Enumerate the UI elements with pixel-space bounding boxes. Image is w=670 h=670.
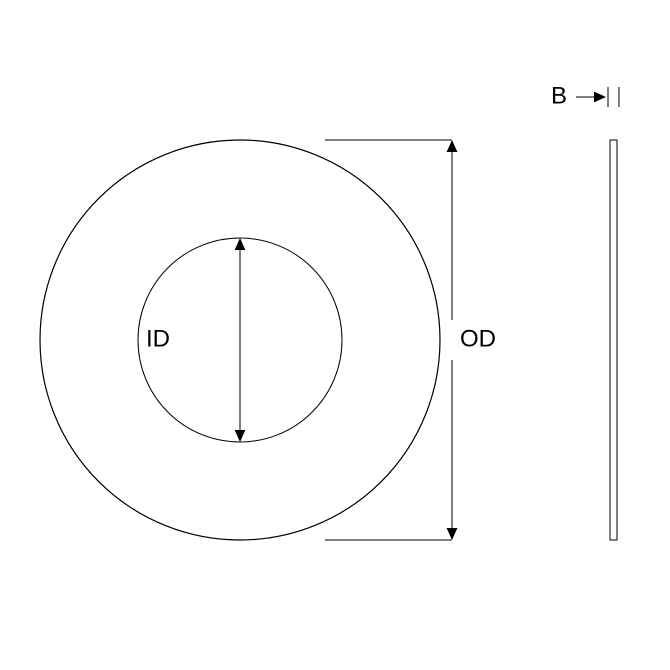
dimension-od: OD [325,140,496,540]
side-profile [610,140,617,540]
id-dimension-line [235,238,246,442]
od-dimension-line [447,140,458,540]
b-leader-arrow [576,92,606,103]
od-label: OD [460,325,496,352]
washer-diagram: OD ID B [0,0,670,670]
dimension-b: B [551,82,619,109]
id-label: ID [146,325,170,352]
b-label: B [551,82,567,109]
washer-side-view [610,140,617,540]
dimension-id: ID [146,238,245,442]
